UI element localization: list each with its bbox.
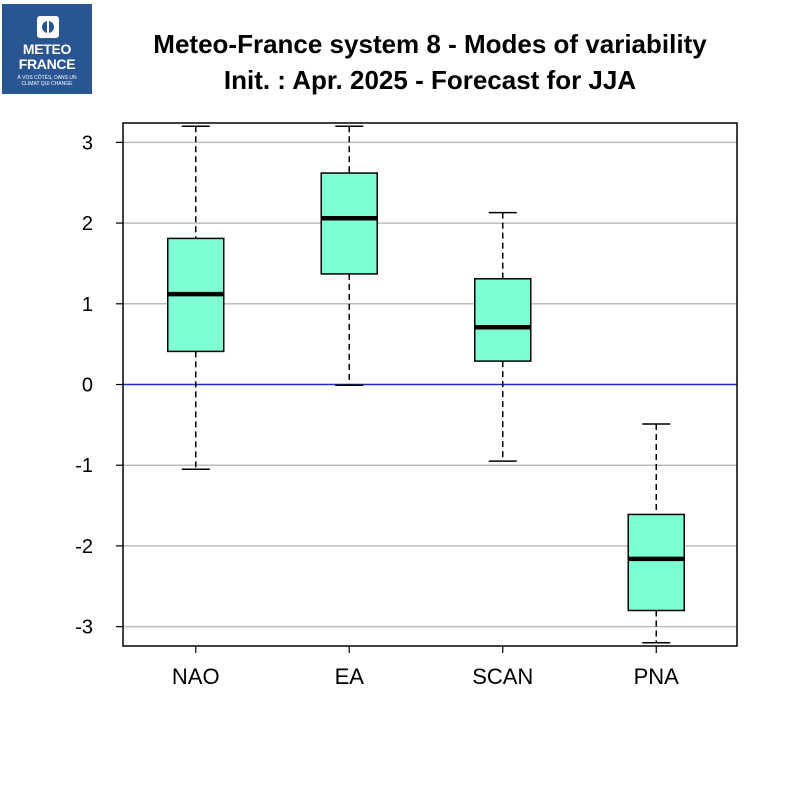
logo-tagline-1: À VOS CÔTÉS, DANS UN xyxy=(17,75,77,81)
axes: -3 -2 -1 0 1 2 3 NAO EA SCAN PNA xyxy=(75,132,679,689)
logo-tagline-2: CLIMAT QUI CHANGE xyxy=(21,81,73,87)
x-tick-label: SCAN xyxy=(472,664,533,689)
box-nao xyxy=(167,125,225,470)
meteo-france-logo: METEO FRANCE À VOS CÔTÉS, DANS UN CLIMAT… xyxy=(2,4,92,94)
box-ea xyxy=(320,125,378,387)
y-tick-label: 0 xyxy=(82,375,93,397)
box-scan xyxy=(474,211,532,462)
logo-text-line2: FRANCE xyxy=(18,56,76,72)
box-pna xyxy=(627,423,685,644)
chart-title: Meteo-France system 8 - Modes of variabi… xyxy=(153,29,707,59)
y-tick-label: 2 xyxy=(82,213,93,235)
y-tick-label: -2 xyxy=(75,536,93,558)
logo-text-line1: METEO xyxy=(22,41,72,57)
boxes xyxy=(167,125,685,644)
y-tick-label: -1 xyxy=(75,455,93,477)
y-tick-label: 1 xyxy=(82,294,93,316)
grid-lines xyxy=(123,141,737,628)
x-tick-label: EA xyxy=(335,664,365,689)
iqr-box xyxy=(627,513,685,612)
x-tick-label: NAO xyxy=(172,664,220,689)
x-tick-label: PNA xyxy=(634,664,680,689)
chart-subtitle: Init. : Apr. 2025 - Forecast for JJA xyxy=(223,65,637,95)
iqr-box xyxy=(474,278,532,362)
y-tick-label: -3 xyxy=(75,617,93,639)
logo-mark-icon xyxy=(37,16,59,38)
y-tick-label: 3 xyxy=(82,132,93,154)
iqr-box xyxy=(320,172,378,275)
